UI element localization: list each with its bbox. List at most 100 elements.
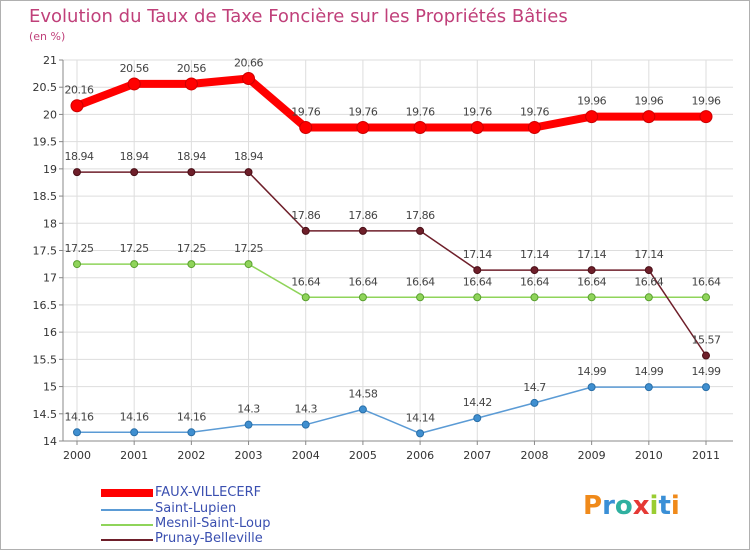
data-point-mesnil-saint-loup [702, 293, 710, 302]
data-point-mesnil-saint-loup [416, 293, 425, 302]
data-label-saint-lupien: 14.58 [348, 387, 377, 400]
y-tick-label: 19.5 [33, 136, 58, 149]
data-point-faux-villecerf [470, 120, 484, 134]
data-label-faux-villecerf: 19.96 [692, 95, 721, 108]
data-point-saint-lupien [301, 420, 310, 429]
data-label-prunay-belleville: 17.14 [634, 248, 663, 261]
x-tick-label: 2006 [406, 449, 434, 462]
data-point-faux-villecerf [413, 120, 427, 134]
x-tick-label: 2008 [520, 449, 548, 462]
data-label-prunay-belleville: 17.14 [463, 248, 492, 261]
x-tick-label: 2009 [578, 449, 606, 462]
data-label-mesnil-saint-loup: 16.64 [520, 275, 549, 288]
data-label-faux-villecerf: 19.76 [406, 105, 435, 118]
data-label-prunay-belleville: 17.86 [291, 209, 320, 222]
data-label-saint-lupien: 14.99 [634, 365, 663, 378]
data-point-faux-villecerf [70, 99, 84, 113]
axes: 14 14.5 15 15.5 16 16.5 17 17.5 18 18.5 19 19.5 20 20… [33, 54, 733, 462]
logo-letter: o [614, 491, 633, 521]
data-point-mesnil-saint-loup [73, 260, 81, 269]
data-label-prunay-belleville: 17.14 [577, 248, 606, 261]
data-point-mesnil-saint-loup [358, 293, 367, 302]
y-tick-label: 16 [43, 326, 57, 339]
data-point-faux-villecerf [527, 120, 541, 134]
data-label-saint-lupien: 14.16 [65, 410, 94, 423]
data-label-prunay-belleville: 17.86 [406, 209, 435, 222]
series-line-mesnil-saint-loup [76, 263, 707, 299]
data-point-prunay-belleville [587, 266, 596, 275]
data-point-saint-lupien [130, 428, 139, 437]
data-label-saint-lupien: 14.3 [294, 403, 317, 416]
x-tick-label: 2004 [292, 449, 320, 462]
series-group [70, 72, 713, 438]
data-point-prunay-belleville [416, 226, 425, 235]
data-point-mesnil-saint-loup [301, 293, 310, 302]
legend-swatch-saint-lupien [101, 509, 153, 511]
y-tick-label: 19 [43, 163, 57, 176]
data-point-faux-villecerf [585, 110, 599, 124]
data-label-saint-lupien: 14.42 [463, 396, 492, 409]
legend-label-mesnil-saint-loup: Mesnil-Saint-Loup [155, 516, 271, 531]
x-tick-label: 2005 [349, 449, 377, 462]
legend-swatch-mesnil-saint-loup [101, 524, 153, 526]
x-tick-label: 2000 [63, 449, 91, 462]
data-label-faux-villecerf: 19.76 [291, 105, 320, 118]
x-tick-label: 2003 [235, 449, 263, 462]
data-point-saint-lupien [530, 398, 539, 407]
data-label-mesnil-saint-loup: 16.64 [577, 275, 606, 288]
data-label-saint-lupien: 14.7 [523, 381, 546, 394]
data-point-faux-villecerf [699, 110, 713, 124]
series-line-saint-lupien [76, 386, 707, 435]
data-point-prunay-belleville [301, 226, 310, 235]
data-label-faux-villecerf: 19.96 [634, 95, 663, 108]
data-point-faux-villecerf [127, 77, 141, 91]
y-tick-label: 18.5 [33, 190, 58, 203]
logo-letter: r [602, 491, 615, 521]
data-label-faux-villecerf: 20.66 [234, 57, 263, 70]
y-tick-label: 17 [43, 272, 57, 285]
series-line-prunay-belleville [76, 171, 707, 357]
data-label-saint-lupien: 14.16 [120, 410, 149, 423]
data-label-mesnil-saint-loup: 16.64 [463, 275, 492, 288]
data-point-mesnil-saint-loup [587, 293, 596, 302]
data-label-mesnil-saint-loup: 17.25 [120, 242, 149, 255]
data-label-mesnil-saint-loup: 17.25 [234, 242, 263, 255]
chart-subtitle: (en %) [29, 30, 66, 43]
y-tick-label: 18 [43, 217, 57, 230]
data-label-faux-villecerf: 19.76 [520, 105, 549, 118]
data-label-prunay-belleville: 18.94 [65, 150, 94, 163]
data-point-mesnil-saint-loup [473, 293, 482, 302]
logo-letter: i [670, 491, 680, 521]
data-label-faux-villecerf: 20.16 [65, 84, 94, 97]
x-tick-label: 2002 [177, 449, 205, 462]
series-line-faux-villecerf [73, 74, 710, 132]
data-label-saint-lupien: 14.99 [577, 365, 606, 378]
data-label-prunay-belleville: 17.14 [520, 248, 549, 261]
x-tick-label: 2007 [463, 449, 491, 462]
data-point-saint-lupien [644, 383, 653, 392]
data-point-saint-lupien [587, 383, 596, 392]
data-point-saint-lupien [73, 428, 81, 437]
data-label-mesnil-saint-loup: 16.64 [692, 275, 721, 288]
data-point-faux-villecerf [299, 120, 313, 134]
data-point-faux-villecerf [242, 72, 256, 86]
data-point-prunay-belleville [130, 168, 139, 177]
data-label-mesnil-saint-loup: 16.64 [291, 275, 320, 288]
data-point-saint-lupien [187, 428, 196, 437]
x-tick-label: 2001 [120, 449, 148, 462]
legend-label-faux-villecerf: FAUX-VILLECERF [155, 485, 262, 500]
logo-letter: t [658, 491, 671, 521]
data-point-prunay-belleville [473, 266, 482, 275]
data-label-prunay-belleville: 18.94 [120, 150, 149, 163]
data-label-faux-villecerf: 20.56 [120, 62, 149, 75]
data-label-prunay-belleville: 17.86 [348, 209, 377, 222]
data-point-prunay-belleville [73, 168, 81, 177]
data-point-faux-villecerf [642, 110, 656, 124]
x-tick-label: 2010 [635, 449, 663, 462]
y-tick-label: 20.5 [33, 81, 58, 94]
y-tick-label: 14 [43, 435, 57, 448]
data-point-prunay-belleville [244, 168, 253, 177]
data-label-mesnil-saint-loup: 17.25 [177, 242, 206, 255]
data-label-faux-villecerf: 19.76 [348, 105, 377, 118]
